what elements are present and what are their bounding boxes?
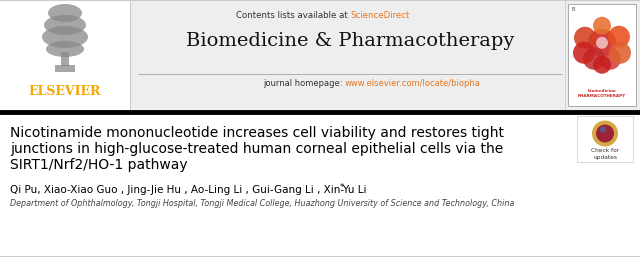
Circle shape (593, 17, 611, 35)
Text: biomedicine
PHARMACOTHERAPY: biomedicine PHARMACOTHERAPY (578, 89, 626, 98)
Circle shape (596, 124, 614, 142)
Bar (0, 0, 640, 110)
Text: Qi Pu, Xiao-Xiao Guo , Jing-Jie Hu , Ao-Ling Li , Gui-Gang Li , Xin-Yu Li: Qi Pu, Xiao-Xiao Guo , Jing-Jie Hu , Ao-… (10, 185, 367, 195)
Ellipse shape (44, 15, 86, 35)
Text: ScienceDirect: ScienceDirect (350, 11, 410, 20)
Text: *: * (340, 183, 344, 192)
Circle shape (574, 27, 596, 49)
Text: journal homepage:: journal homepage: (263, 79, 345, 88)
Circle shape (592, 121, 618, 146)
Circle shape (599, 48, 621, 70)
Ellipse shape (48, 4, 82, 22)
Bar (55, 65, 75, 72)
Text: Department of Ophthalmology, Tongji Hospital, Tongji Medical College, Huazhong U: Department of Ophthalmology, Tongji Hosp… (10, 199, 515, 208)
Text: Nicotinamide mononucleotide increases cell viability and restores tight: Nicotinamide mononucleotide increases ce… (10, 125, 504, 140)
Text: ELSEVIER: ELSEVIER (29, 85, 101, 98)
Circle shape (609, 42, 631, 64)
Circle shape (593, 56, 611, 74)
Circle shape (600, 126, 606, 133)
Text: www.elsevier.com/locate/biopha: www.elsevier.com/locate/biopha (345, 79, 481, 88)
Ellipse shape (46, 41, 84, 57)
Text: SIRT1/Nrf2/HO-1 pathway: SIRT1/Nrf2/HO-1 pathway (10, 159, 188, 172)
Bar (0, 0, 130, 110)
Circle shape (588, 29, 616, 57)
Text: Contents lists available at: Contents lists available at (236, 11, 350, 20)
Bar (61, 52, 69, 66)
Circle shape (608, 26, 630, 48)
FancyBboxPatch shape (577, 115, 633, 161)
Text: B: B (571, 7, 575, 12)
Text: Biomedicine & Pharmacotherapy: Biomedicine & Pharmacotherapy (186, 32, 514, 50)
Circle shape (583, 48, 605, 70)
Circle shape (573, 42, 595, 64)
Text: Check for
updates: Check for updates (591, 149, 619, 160)
Circle shape (596, 37, 608, 49)
Ellipse shape (42, 26, 88, 48)
Text: junctions in high-glucose-treated human corneal epithelial cells via the: junctions in high-glucose-treated human … (10, 142, 503, 156)
FancyBboxPatch shape (568, 4, 636, 106)
